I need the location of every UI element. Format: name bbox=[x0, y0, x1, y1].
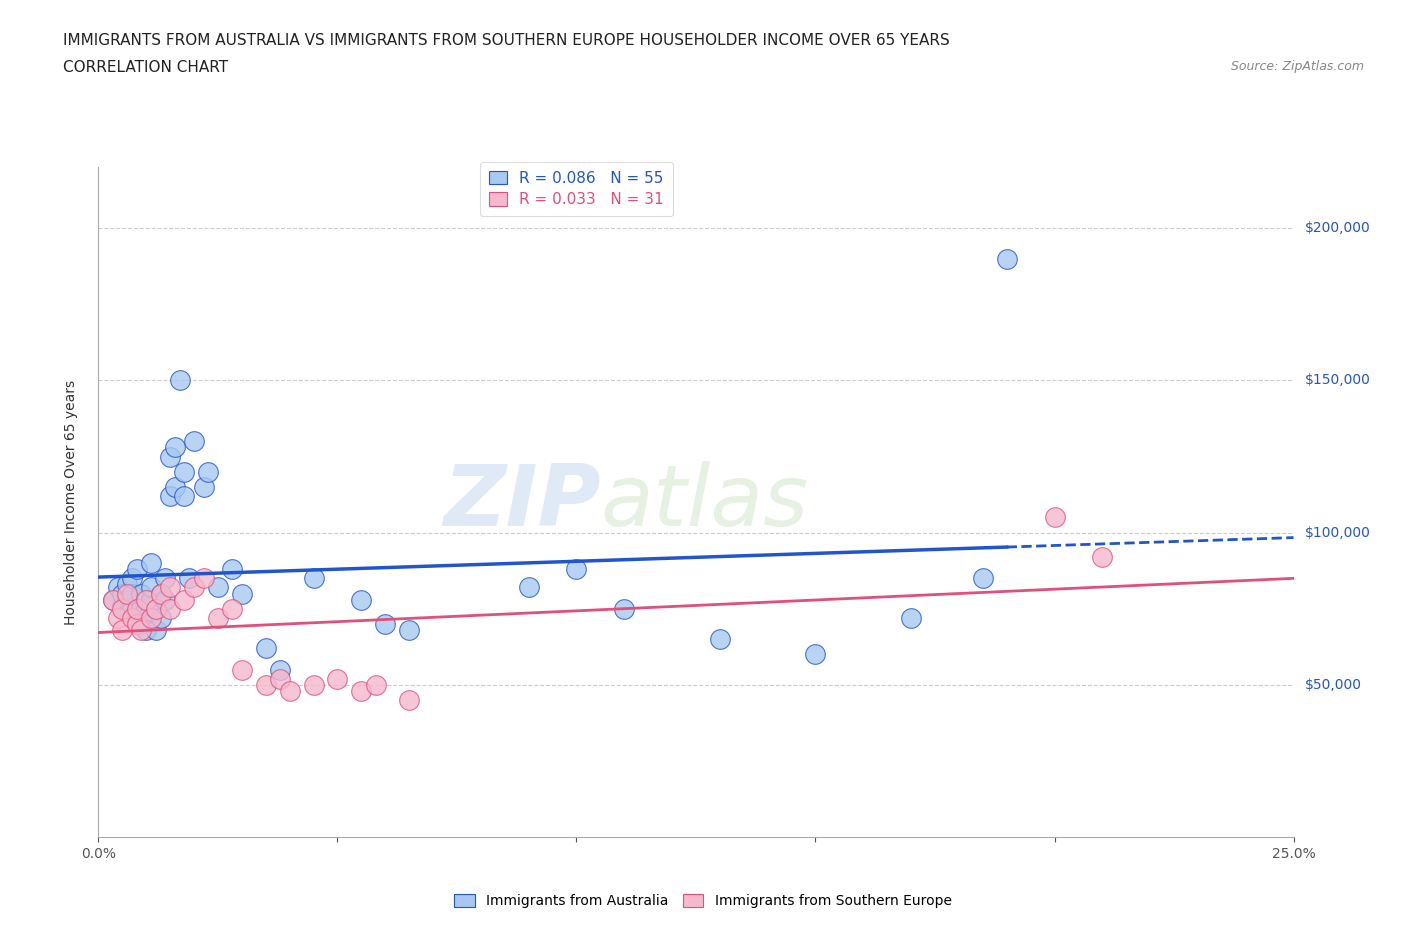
Point bbox=[131, 586, 153, 601]
Point bbox=[139, 580, 162, 595]
Point bbox=[121, 586, 143, 601]
Point bbox=[398, 622, 420, 637]
Point bbox=[131, 602, 153, 617]
Point bbox=[173, 592, 195, 607]
Point bbox=[173, 488, 195, 503]
Point bbox=[804, 647, 827, 662]
Point bbox=[995, 251, 1018, 266]
Point bbox=[302, 677, 325, 692]
Point bbox=[517, 580, 540, 595]
Point bbox=[135, 602, 157, 617]
Point bbox=[111, 598, 134, 613]
Point bbox=[398, 693, 420, 708]
Point bbox=[125, 562, 148, 577]
Point bbox=[115, 577, 138, 591]
Point bbox=[159, 602, 181, 617]
Point bbox=[145, 602, 167, 617]
Point bbox=[159, 580, 181, 595]
Point bbox=[350, 684, 373, 698]
Point bbox=[1043, 510, 1066, 525]
Point bbox=[155, 592, 177, 607]
Point bbox=[121, 602, 143, 617]
Text: CORRELATION CHART: CORRELATION CHART bbox=[63, 60, 228, 75]
Point bbox=[163, 440, 186, 455]
Point bbox=[155, 571, 177, 586]
Point bbox=[121, 571, 143, 586]
Point bbox=[207, 610, 229, 625]
Point bbox=[179, 571, 201, 586]
Point bbox=[173, 464, 195, 479]
Point bbox=[159, 449, 181, 464]
Point bbox=[207, 580, 229, 595]
Point bbox=[131, 622, 153, 637]
Point bbox=[900, 610, 922, 625]
Legend: Immigrants from Australia, Immigrants from Southern Europe: Immigrants from Australia, Immigrants fr… bbox=[449, 889, 957, 914]
Point bbox=[326, 671, 349, 686]
Point bbox=[231, 662, 253, 677]
Point bbox=[613, 602, 636, 617]
Text: Source: ZipAtlas.com: Source: ZipAtlas.com bbox=[1230, 60, 1364, 73]
Point bbox=[139, 592, 162, 607]
Point bbox=[269, 671, 291, 686]
Text: $50,000: $50,000 bbox=[1305, 678, 1361, 692]
Point bbox=[125, 610, 148, 625]
Point bbox=[231, 586, 253, 601]
Point bbox=[254, 641, 277, 656]
Point bbox=[125, 617, 148, 631]
Point bbox=[131, 617, 153, 631]
Point bbox=[111, 622, 134, 637]
Point bbox=[565, 562, 588, 577]
Point bbox=[183, 434, 205, 449]
Point bbox=[135, 592, 157, 607]
Point bbox=[115, 592, 138, 607]
Point bbox=[163, 480, 186, 495]
Point bbox=[269, 662, 291, 677]
Point bbox=[139, 555, 162, 570]
Text: atlas: atlas bbox=[600, 460, 808, 544]
Point bbox=[169, 373, 191, 388]
Point bbox=[709, 631, 731, 646]
Point bbox=[139, 610, 162, 625]
Point bbox=[278, 684, 301, 698]
Point bbox=[350, 592, 373, 607]
Legend: R = 0.086   N = 55, R = 0.033   N = 31: R = 0.086 N = 55, R = 0.033 N = 31 bbox=[479, 162, 673, 217]
Point bbox=[302, 571, 325, 586]
Point bbox=[107, 580, 129, 595]
Point bbox=[115, 586, 138, 601]
Point bbox=[193, 480, 215, 495]
Point bbox=[125, 602, 148, 617]
Point bbox=[139, 598, 162, 613]
Point bbox=[197, 464, 219, 479]
Text: $200,000: $200,000 bbox=[1305, 221, 1371, 235]
Point bbox=[145, 602, 167, 617]
Point bbox=[145, 622, 167, 637]
Point bbox=[149, 610, 172, 625]
Point bbox=[183, 580, 205, 595]
Point bbox=[111, 586, 134, 601]
Point bbox=[221, 602, 243, 617]
Point bbox=[107, 610, 129, 625]
Text: $100,000: $100,000 bbox=[1305, 525, 1371, 539]
Text: $150,000: $150,000 bbox=[1305, 374, 1371, 388]
Point bbox=[149, 586, 172, 601]
Point bbox=[159, 488, 181, 503]
Y-axis label: Householder Income Over 65 years: Householder Income Over 65 years bbox=[63, 379, 77, 625]
Text: IMMIGRANTS FROM AUSTRALIA VS IMMIGRANTS FROM SOUTHERN EUROPE HOUSEHOLDER INCOME : IMMIGRANTS FROM AUSTRALIA VS IMMIGRANTS … bbox=[63, 33, 950, 47]
Point bbox=[149, 586, 172, 601]
Point bbox=[972, 571, 994, 586]
Text: ZIP: ZIP bbox=[443, 460, 600, 544]
Point bbox=[135, 622, 157, 637]
Point bbox=[135, 610, 157, 625]
Point bbox=[193, 571, 215, 586]
Point bbox=[101, 592, 124, 607]
Point bbox=[1091, 550, 1114, 565]
Point bbox=[364, 677, 387, 692]
Point bbox=[254, 677, 277, 692]
Point bbox=[101, 592, 124, 607]
Point bbox=[121, 610, 143, 625]
Point bbox=[374, 617, 396, 631]
Point bbox=[221, 562, 243, 577]
Point bbox=[111, 602, 134, 617]
